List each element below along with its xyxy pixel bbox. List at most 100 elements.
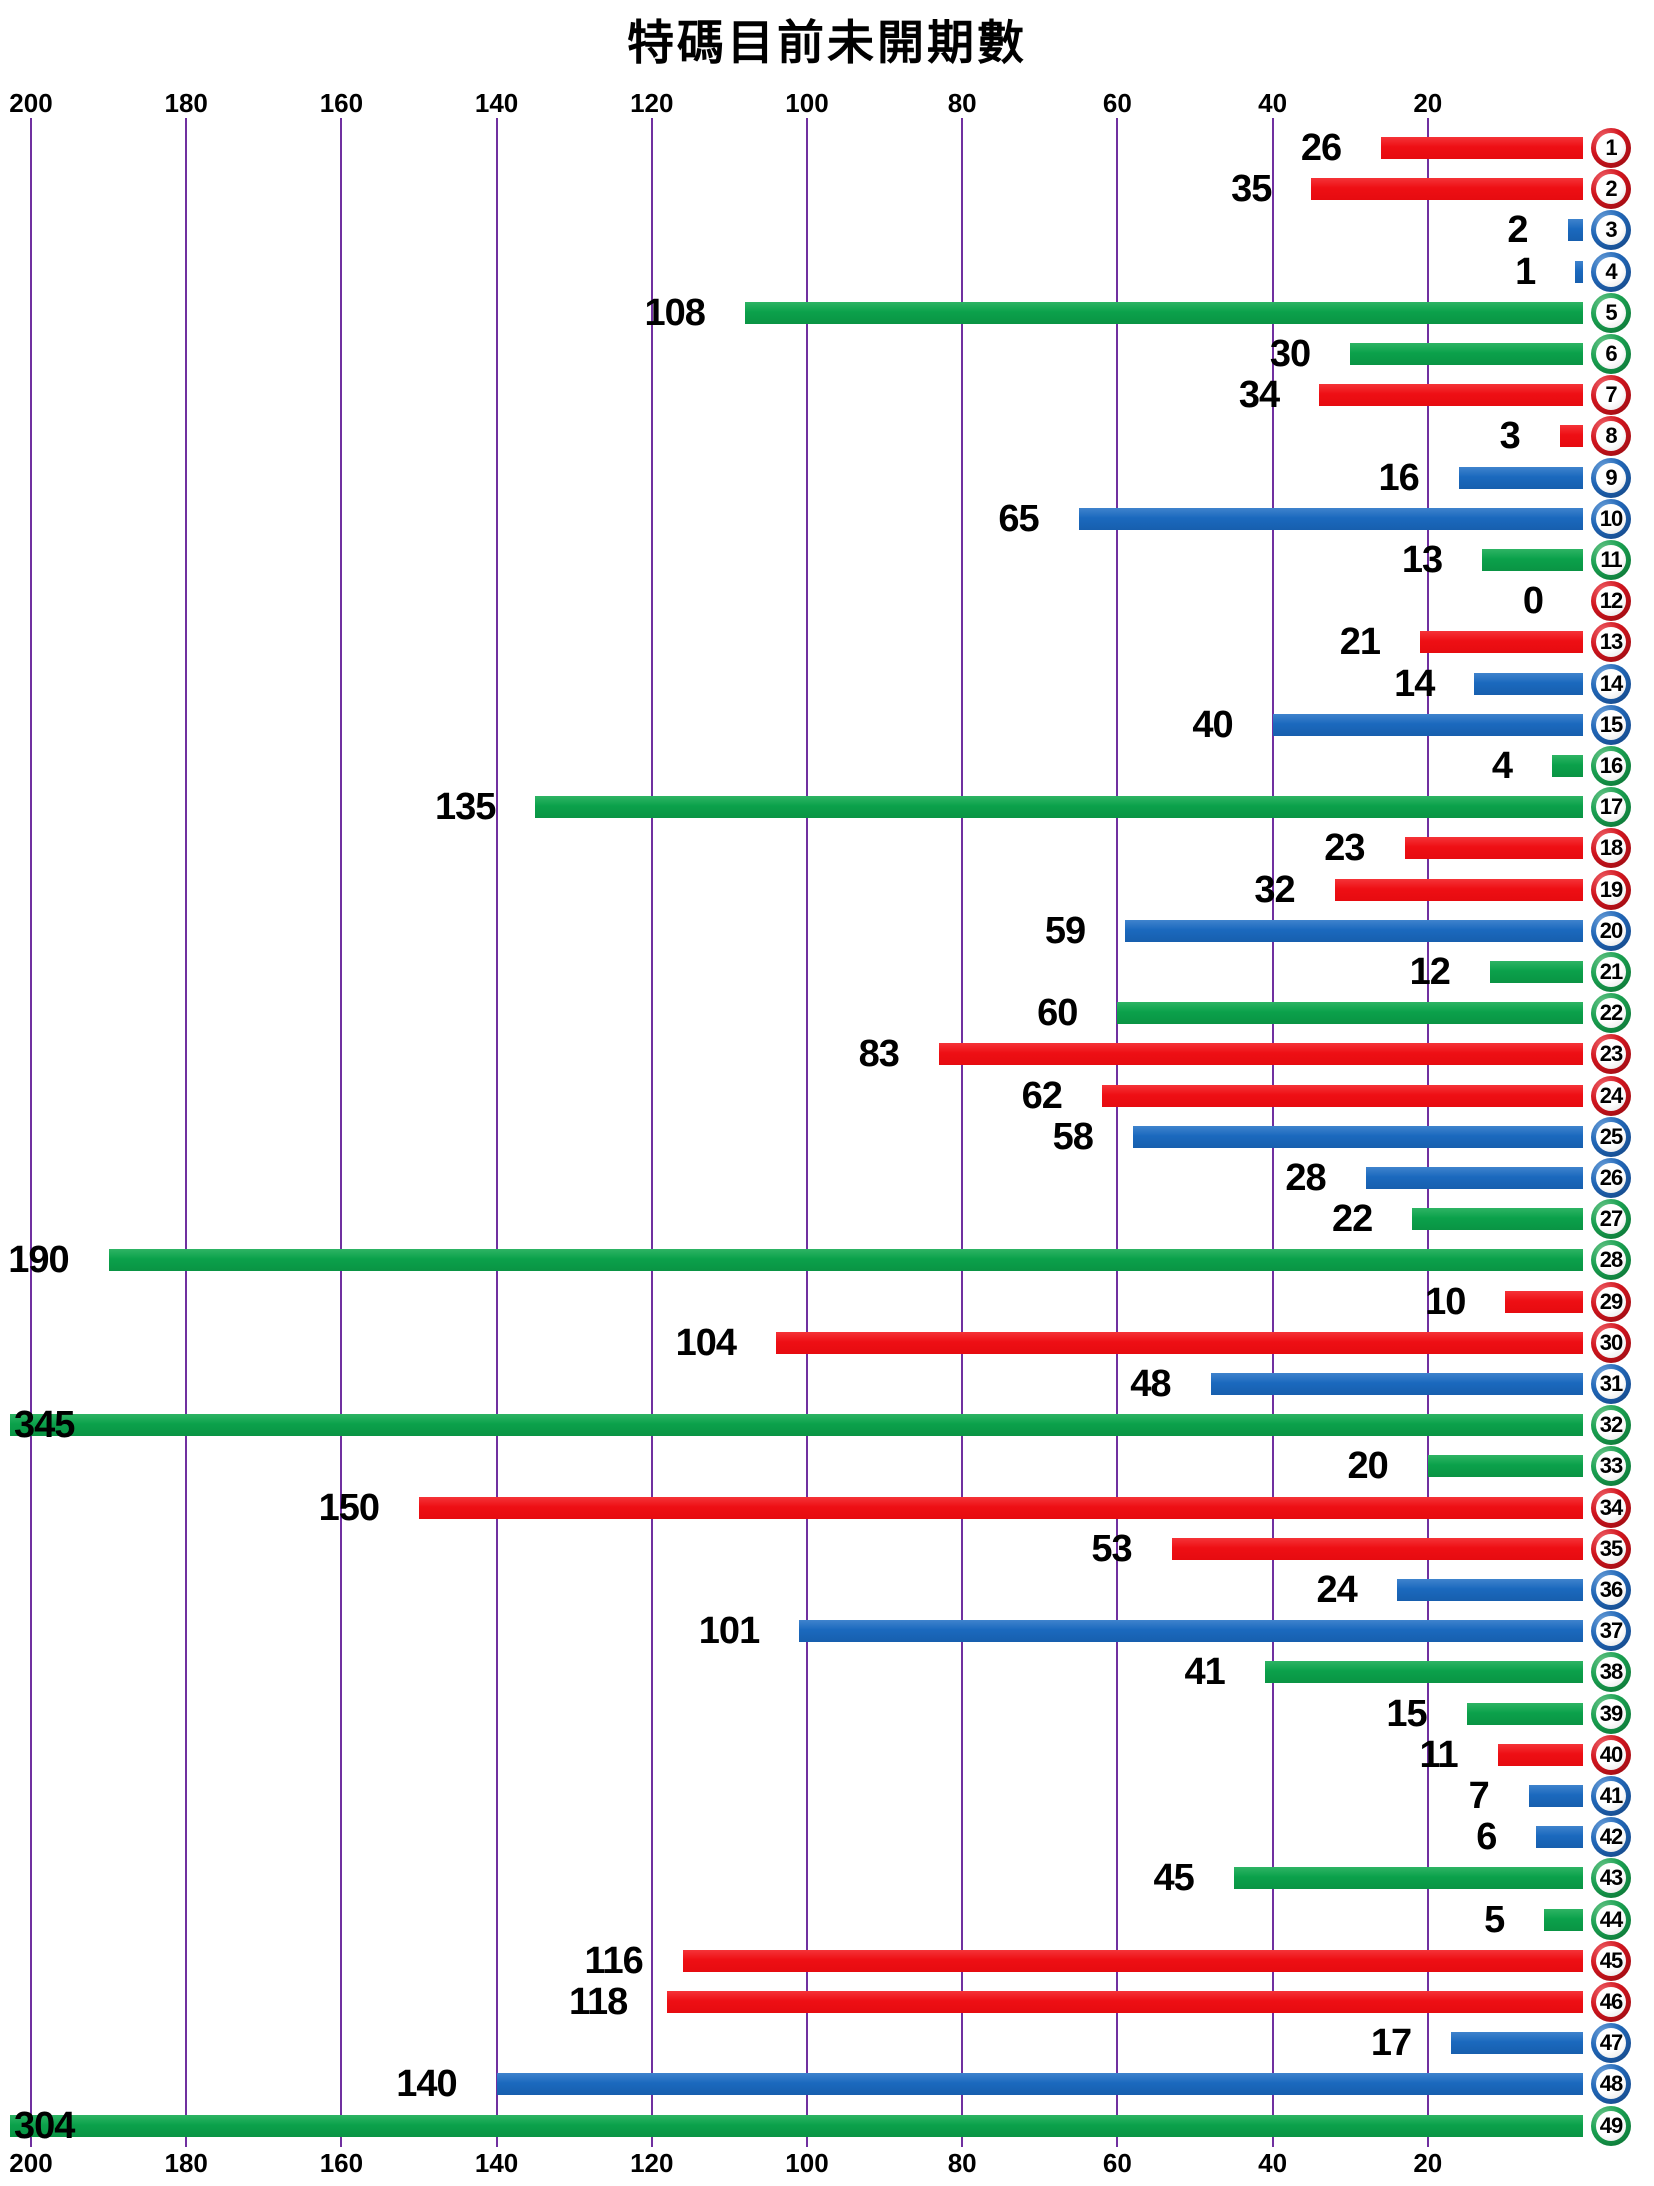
value-label: 7 — [1468, 1775, 1490, 1817]
gridline — [650, 118, 653, 2147]
lottery-ball: 36 — [1591, 1570, 1631, 1610]
axis-tick-bottom: 60 — [1102, 2148, 1132, 2178]
bar — [1489, 961, 1583, 983]
axis-tick-bottom: 140 — [474, 2148, 519, 2178]
bar — [10, 2114, 1583, 2137]
value-label: 5 — [1484, 1898, 1505, 1941]
ball-number: 3 — [1605, 217, 1617, 243]
bar — [1497, 1743, 1583, 1766]
lottery-ball: 6 — [1591, 334, 1631, 374]
ball-core — [1596, 2110, 1626, 2141]
lottery-ball: 16 — [1591, 746, 1631, 786]
value-label: 40 — [1192, 703, 1233, 746]
ball-core — [1596, 1533, 1626, 1564]
ball-number: 15 — [1599, 711, 1623, 737]
lottery-ball: 45 — [1591, 1940, 1631, 1981]
axis-tick-top: 80 — [947, 88, 977, 118]
value-label: 101 — [698, 1610, 760, 1653]
ball-core — [1596, 1863, 1626, 1894]
lottery-ball: 9 — [1591, 457, 1631, 498]
ball-core — [1596, 1204, 1626, 1235]
axis-tick-bottom: 100 — [785, 2148, 829, 2178]
ball-core — [1596, 215, 1626, 246]
bar — [1272, 713, 1583, 736]
axis-tick-top: 160 — [319, 88, 364, 118]
value-label: 11 — [1419, 1733, 1458, 1776]
value-label: 3 — [1499, 415, 1521, 458]
value-label: 16 — [1378, 456, 1420, 499]
lottery-ball: 48 — [1591, 2064, 1631, 2105]
bar — [1505, 1290, 1583, 1313]
axis-tick-top: 100 — [785, 88, 829, 118]
ball-number: 39 — [1599, 1700, 1623, 1726]
lottery-ball: 11 — [1591, 540, 1631, 580]
ball-number: 17 — [1599, 794, 1623, 820]
ball-number: 12 — [1599, 588, 1623, 614]
ball-number: 16 — [1599, 753, 1623, 778]
value-label: 108 — [644, 291, 706, 334]
ball-number: 13 — [1599, 629, 1623, 655]
ball-number: 38 — [1599, 1659, 1623, 1685]
lottery-ball: 21 — [1591, 952, 1631, 992]
ball-number: 28 — [1599, 1247, 1623, 1273]
value-label: 6 — [1476, 1816, 1497, 1859]
ball-number: 27 — [1599, 1206, 1623, 1232]
axis-tick-bottom: 180 — [164, 2148, 208, 2178]
bar — [1132, 1125, 1583, 1148]
ball-core — [1596, 421, 1626, 452]
axis-tick-top: 40 — [1258, 88, 1288, 118]
ball-core — [1596, 380, 1626, 411]
lottery-ball: 8 — [1591, 416, 1631, 457]
axis-tick-top: 20 — [1413, 88, 1443, 118]
ball-core — [1596, 2028, 1626, 2059]
lottery-ball: 40 — [1591, 1734, 1631, 1775]
lottery-ball: 17 — [1591, 787, 1631, 828]
ball-core — [1596, 1492, 1626, 1523]
value-label: 190 — [8, 1239, 69, 1282]
ball-number: 19 — [1599, 876, 1623, 902]
bar — [1451, 2032, 1583, 2055]
bar — [1319, 384, 1583, 407]
bar — [1233, 1867, 1583, 1890]
lottery-ball: 15 — [1591, 704, 1631, 745]
gridline — [185, 118, 188, 2147]
ball-number: 32 — [1599, 1412, 1623, 1438]
value-label: 83 — [858, 1033, 900, 1076]
value-label: 4 — [1491, 745, 1513, 787]
lottery-ball: 2 — [1591, 169, 1631, 210]
lottery-ball: 1 — [1591, 128, 1631, 168]
lottery-ball: 43 — [1591, 1858, 1631, 1899]
value-label: 304 — [14, 2104, 75, 2147]
lottery-ball: 42 — [1591, 1817, 1631, 1858]
value-label: 22 — [1332, 1198, 1373, 1241]
ball-number: 34 — [1599, 1494, 1623, 1520]
ball-number: 45 — [1599, 1947, 1623, 1973]
ball-core — [1596, 1657, 1626, 1688]
value-label: 45 — [1153, 1857, 1195, 1900]
ball-number: 48 — [1599, 2071, 1623, 2097]
bar — [1458, 466, 1583, 489]
ball-core — [1596, 1286, 1626, 1317]
lottery-ball: 24 — [1591, 1075, 1631, 1116]
bar — [1350, 343, 1583, 365]
ball-core — [1596, 1781, 1626, 1811]
value-label: 23 — [1324, 827, 1365, 870]
ball-core — [1596, 957, 1626, 987]
ball-core — [1596, 915, 1626, 946]
value-label: 26 — [1300, 127, 1342, 169]
ball-number: 4 — [1605, 258, 1617, 284]
ball-number: 21 — [1599, 959, 1623, 984]
ball-number: 30 — [1599, 1329, 1623, 1355]
lottery-ball: 34 — [1591, 1487, 1631, 1528]
ball-number: 31 — [1599, 1371, 1623, 1396]
ball-core — [1596, 1327, 1626, 1358]
ball-core — [1596, 256, 1626, 287]
lottery-ball: 44 — [1591, 1899, 1631, 1940]
bar — [799, 1620, 1583, 1643]
axis-tick-bottom: 40 — [1258, 2148, 1288, 2178]
bar — [1101, 1084, 1583, 1107]
bar — [744, 301, 1583, 324]
ball-number: 22 — [1599, 1000, 1623, 1026]
axis-tick-top: 140 — [474, 88, 519, 118]
bar — [1412, 1208, 1583, 1231]
